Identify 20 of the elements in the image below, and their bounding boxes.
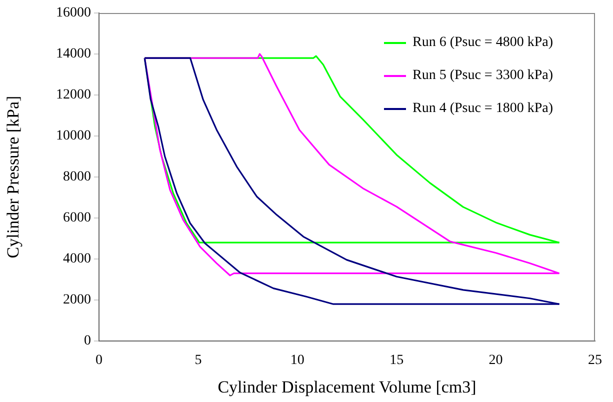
- x-tick-label: 15: [390, 353, 404, 368]
- x-tick-label: 0: [96, 353, 102, 368]
- x-axis-title: Cylinder Displacement Volume [cm3]: [218, 377, 476, 396]
- x-tick-label: 25: [588, 353, 602, 368]
- x-tick-label: 10: [290, 353, 304, 368]
- y-tick-label: 4000: [63, 252, 91, 267]
- y-tick-label: 14000: [56, 46, 91, 62]
- y-tick-label: 16000: [56, 6, 91, 21]
- legend-label: Run 6 (Psuc = 4800 kPa): [412, 34, 553, 50]
- x-tick-label: 20: [488, 353, 503, 368]
- legend-label: Run 5 (Psuc = 3300 kPa): [412, 68, 553, 84]
- y-tick-label: 2000: [63, 292, 91, 308]
- y-tick-label: 12000: [56, 88, 91, 103]
- x-tick-label: 5: [194, 353, 202, 368]
- y-tick-label: 6000: [63, 210, 91, 226]
- y-tick-label: 0: [84, 334, 91, 349]
- y-tick-label: 8000: [63, 170, 91, 185]
- y-tick-label: 10000: [56, 128, 91, 144]
- y-axis-title: Cylinder Pressure [kPa]: [4, 96, 23, 258]
- legend-label: Run 4 (Psuc = 1800 kPa): [412, 100, 553, 116]
